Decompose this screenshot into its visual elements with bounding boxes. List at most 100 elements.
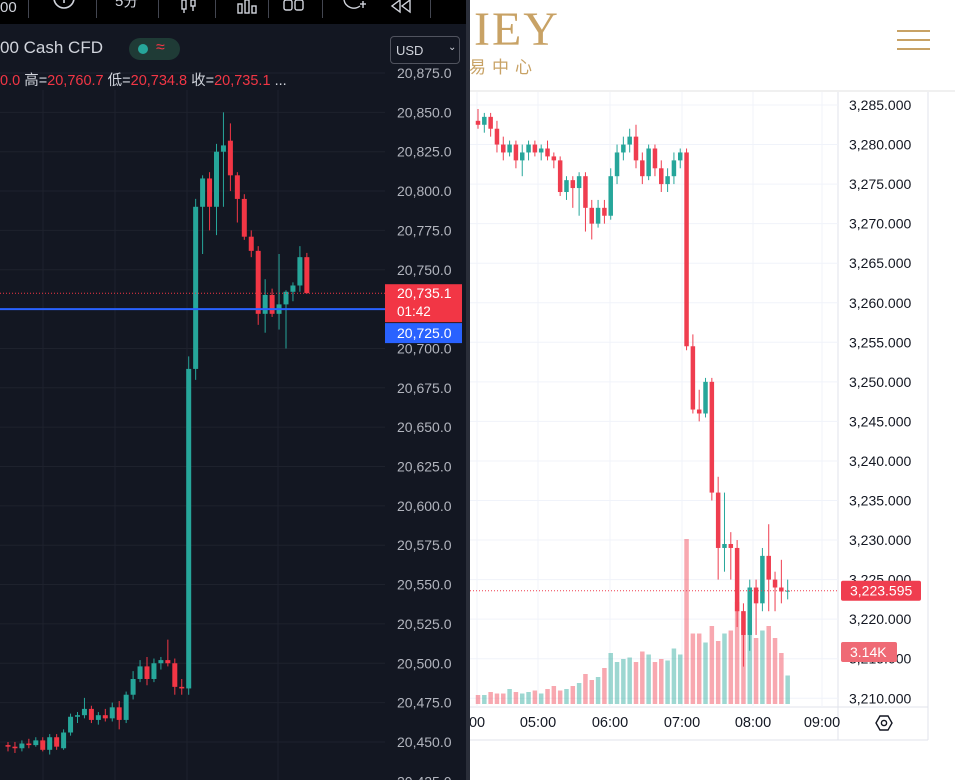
- volume-bar: [570, 686, 576, 704]
- candle-body: [646, 148, 651, 177]
- last-price-tag: [385, 284, 462, 323]
- volume-bar: [526, 692, 531, 704]
- candle-body: [602, 207, 607, 216]
- candle-body: [715, 492, 721, 548]
- volume-bar: [614, 662, 620, 704]
- ohlc-low-label: 低=: [107, 73, 131, 89]
- candle-body: [741, 611, 746, 635]
- volume-bar: [583, 674, 588, 704]
- candle-body: [158, 660, 164, 664]
- y-axis-tick-label: 20,875.0: [397, 65, 452, 81]
- y-axis-tick-label: 3,285.000: [849, 97, 911, 113]
- volume-bar: [576, 683, 582, 704]
- candle-body: [26, 743, 32, 746]
- volume-bar: [482, 695, 487, 704]
- y-axis-tick-label: 20,800.0: [397, 183, 452, 199]
- volume-bar: [703, 642, 708, 704]
- candle-body: [193, 206, 199, 369]
- candle-body: [652, 148, 658, 169]
- candle-body: [19, 743, 25, 749]
- candle-body: [214, 151, 219, 207]
- candle-body: [519, 152, 525, 161]
- candle-body: [722, 544, 727, 548]
- toolbar-partial-label: 00: [0, 0, 17, 16]
- candle-body: [61, 732, 67, 749]
- candle-body: [703, 381, 708, 414]
- y-axis-tick-label: 3,220.000: [849, 611, 911, 627]
- x-axis-tick-label: 09:00: [804, 715, 840, 731]
- volume-tag-value: 3.14K: [850, 644, 887, 660]
- brand-logo[interactable]: IEY: [474, 3, 560, 56]
- candle-body: [633, 136, 639, 161]
- last-price-tag: [841, 580, 921, 601]
- hamburger-menu-icon[interactable]: [897, 30, 930, 50]
- settings-gear-icon[interactable]: [875, 715, 893, 731]
- candle-body: [576, 176, 582, 189]
- y-axis-tick-label: 20,475.0: [397, 695, 452, 711]
- candle-body: [151, 663, 157, 679]
- y-axis-tick-label: 20,700.0: [397, 340, 452, 356]
- y-axis-tick-label: 20,575.0: [397, 537, 452, 553]
- y-axis-tick-label: 3,245.000: [849, 413, 911, 429]
- candle-body: [532, 144, 538, 153]
- left-chart-canvas[interactable]: 20,875.0 20,850.0 20,825.0 20,800.0 20,775.0…: [0, 0, 468, 780]
- candle-body: [482, 116, 487, 125]
- candle-body: [747, 587, 753, 635]
- candle-body: [220, 145, 226, 152]
- candle-body: [304, 257, 310, 294]
- market-status-badge[interactable]: ≈: [129, 38, 180, 60]
- y-axis-tick-label: 20,550.0: [397, 577, 452, 593]
- volume-bar: [621, 659, 626, 704]
- volume-bar: [684, 539, 689, 704]
- candle-body: [262, 294, 268, 314]
- indicators-icon[interactable]: [236, 0, 260, 14]
- candle-body: [5, 745, 11, 747]
- candle-body: [179, 686, 185, 689]
- candle-body: [109, 707, 115, 719]
- volume-bar: [779, 653, 784, 704]
- plus-circle-icon[interactable]: [52, 0, 76, 14]
- volume-bar: [595, 677, 601, 704]
- settings-gear-outline: [875, 715, 893, 731]
- volume-bar: [564, 689, 569, 704]
- volume-bar: [652, 662, 658, 704]
- candle-body: [88, 708, 94, 720]
- replay-icon[interactable]: [388, 0, 414, 14]
- y-axis-tick-label: 20,525.0: [397, 616, 452, 632]
- candle-body: [589, 207, 595, 224]
- volume-bar: [709, 626, 715, 704]
- candle-body: [734, 547, 740, 612]
- ohlc-more[interactable]: ...: [274, 73, 287, 89]
- candle-body: [564, 180, 569, 193]
- volume-bar: [728, 630, 734, 704]
- candle-body: [186, 368, 192, 689]
- candle-body: [123, 694, 129, 720]
- candle-body: [47, 737, 53, 750]
- candle-body: [659, 168, 664, 185]
- horizontal-line-tag-value: 20,725.0: [397, 325, 452, 341]
- volume-bar: [488, 692, 493, 704]
- symbol-title[interactable]: 00 Cash CFD: [0, 38, 103, 57]
- volume-bar: [532, 690, 538, 704]
- volume-bar: [690, 633, 696, 704]
- volume-bar: [627, 657, 632, 704]
- volume-bar: [646, 654, 651, 704]
- y-axis-tick-label: 3,270.000: [849, 216, 911, 232]
- candle-body: [684, 152, 689, 347]
- volume-bar: [507, 689, 512, 704]
- volume-bar: [494, 693, 500, 704]
- y-axis-tick-label: 3,255.000: [849, 334, 911, 350]
- layout-icon[interactable]: [283, 0, 305, 14]
- volume-bar: [753, 638, 759, 704]
- currency-select[interactable]: USD ⌄: [390, 36, 460, 64]
- settings-gear-center: [880, 719, 888, 727]
- y-axis-tick-label: 20,825.0: [397, 144, 452, 160]
- candle-body: [513, 144, 519, 161]
- candles-icon[interactable]: [178, 0, 200, 14]
- alert-plus-icon[interactable]: [340, 0, 368, 16]
- interval-button[interactable]: 5分: [115, 0, 139, 10]
- right-chart-canvas[interactable]: 3,285.000 3,280.000 3,275.000 3,270.000 3,26…: [470, 0, 955, 780]
- toolbar-separator: [158, 0, 159, 18]
- candle-body: [538, 148, 544, 153]
- volume-bar: [671, 648, 677, 704]
